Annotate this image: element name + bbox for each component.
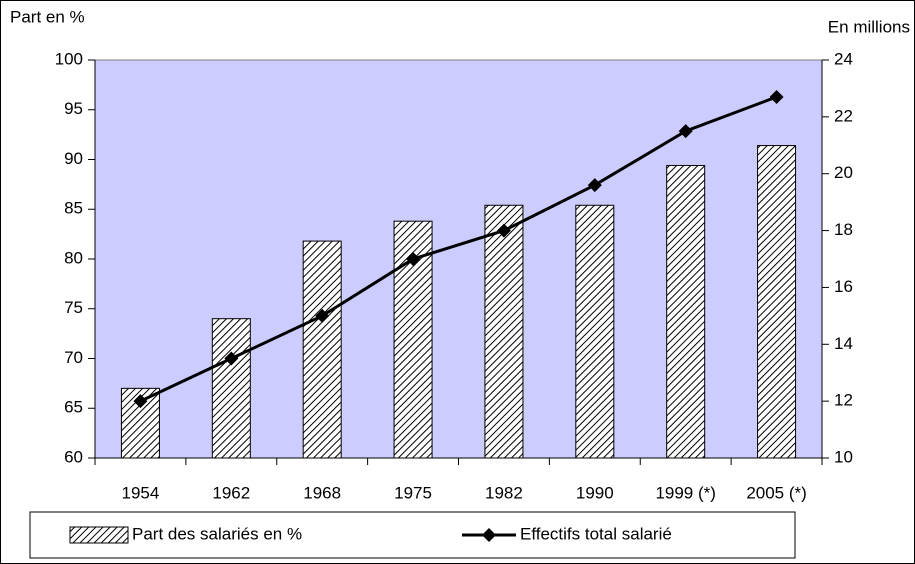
bar bbox=[484, 204, 524, 459]
legend-marker bbox=[482, 528, 496, 542]
marker bbox=[496, 223, 511, 238]
x-tick-label: 1954 bbox=[122, 483, 160, 502]
y-tick-label: 70 bbox=[64, 348, 83, 367]
legend-label: Effectifs total salarié bbox=[520, 524, 672, 543]
marker bbox=[587, 178, 602, 193]
x-tick-label: 1962 bbox=[212, 483, 250, 502]
x-tick-label: 1982 bbox=[485, 483, 523, 502]
marker bbox=[769, 89, 784, 104]
y-tick-label: 60 bbox=[64, 447, 83, 466]
x-tick-label: 1975 bbox=[394, 483, 432, 502]
x-tick-label: 1990 bbox=[576, 483, 614, 502]
marker bbox=[678, 124, 693, 139]
x-tick-label: 2005 (*) bbox=[746, 483, 806, 502]
marker bbox=[224, 351, 239, 366]
y-tick-label: 80 bbox=[64, 248, 83, 267]
x-tick-label: 1999 (*) bbox=[655, 483, 715, 502]
y2-tick-label: 14 bbox=[834, 334, 853, 353]
y-tick-label: 95 bbox=[64, 99, 83, 118]
legend bbox=[29, 511, 796, 559]
y-axis-label: Part en % bbox=[10, 7, 85, 26]
bar bbox=[575, 204, 615, 459]
y2-tick-label: 24 bbox=[834, 49, 853, 68]
bar bbox=[211, 318, 251, 459]
marker bbox=[315, 308, 330, 323]
y2-tick-label: 10 bbox=[834, 447, 853, 466]
y-tick-label: 75 bbox=[64, 298, 83, 317]
y2-tick-label: 22 bbox=[834, 106, 853, 125]
marker bbox=[406, 252, 421, 266]
x-tick-label: 1968 bbox=[303, 483, 341, 502]
bar bbox=[302, 240, 342, 459]
y2-tick-label: 18 bbox=[834, 220, 853, 239]
line bbox=[139, 95, 778, 403]
legend-swatch bbox=[69, 526, 129, 544]
y-tick-label: 100 bbox=[55, 49, 83, 68]
y2-tick-label: 16 bbox=[834, 277, 853, 296]
y-tick-label: 90 bbox=[64, 149, 83, 168]
bar bbox=[757, 145, 797, 459]
legend-label: Part des salariés en % bbox=[132, 524, 302, 543]
y-tick-label: 65 bbox=[64, 398, 83, 417]
y2-axis-label: En millions bbox=[828, 17, 910, 36]
marker bbox=[133, 394, 148, 409]
bar bbox=[666, 164, 706, 459]
y2-tick-label: 20 bbox=[834, 163, 853, 182]
y-tick-label: 85 bbox=[64, 199, 83, 218]
y2-tick-label: 12 bbox=[834, 391, 853, 410]
